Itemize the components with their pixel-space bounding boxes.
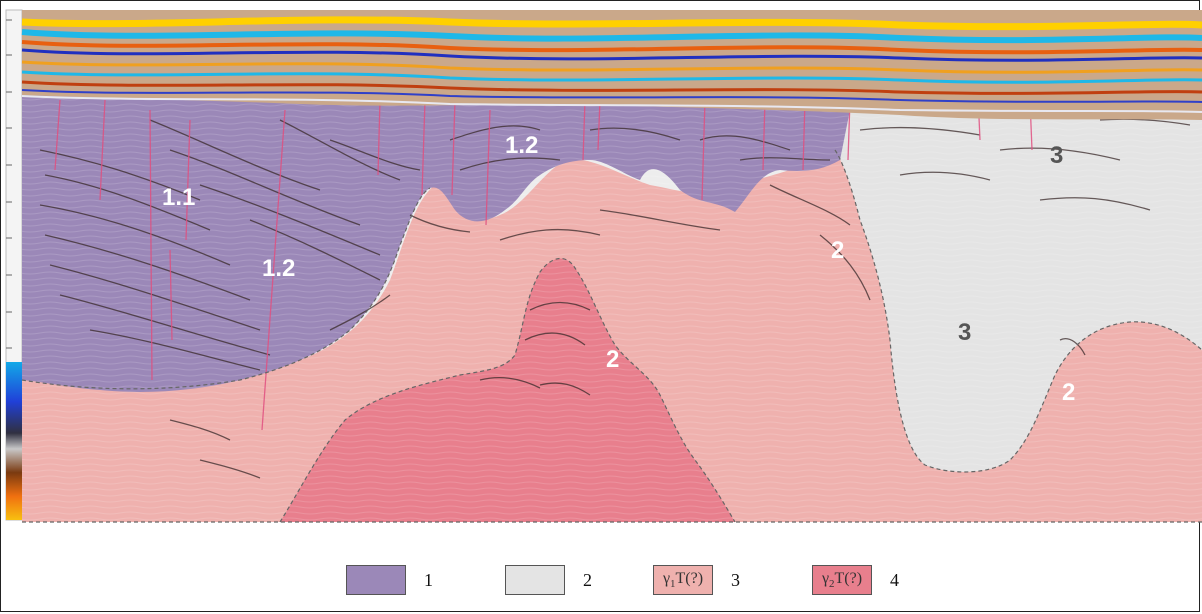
legend-symbol-3: γ1T(?) [662,569,704,591]
zone-label-1-1: 1.1 [162,184,195,211]
legend-swatch-2 [505,565,565,595]
zone-label-3-upper: 3 [1050,142,1063,169]
legend-symbol-4: γ2T(?) [821,569,863,591]
scale-ticks [6,19,12,349]
reflector-lines [39,118,1191,479]
legend-number-3: 3 [731,569,740,590]
legend-item-3: γ1T(?) 3 [653,563,740,597]
legend-number-2: 2 [583,569,592,590]
legend-swatch-4: γ2T(?) [812,565,872,595]
legend-number-4: 4 [890,569,899,590]
zone-label-2-middle: 2 [831,237,844,264]
legend-item-4: γ2T(?) 4 [812,563,899,597]
zone-label-1-2-left: 1.2 [262,255,295,282]
legend-swatch-1 [346,565,406,595]
seismic-section: 1.1 1.2 1.2 2 2 2 3 3 [5,9,1202,523]
contact-boundaries [21,149,1202,523]
zone-label-2-right: 2 [1062,379,1075,406]
zone-label-1-2-center: 1.2 [505,132,538,159]
legend-number-1: 1 [424,569,433,590]
zone-label-3-lower: 3 [958,319,971,346]
legend-swatch-3: γ1T(?) [653,565,713,595]
amplitude-color-scale [6,362,22,520]
zone-label-2-dome: 2 [606,346,619,373]
legend-item-2: 2 [505,563,592,597]
legend-item-1: 1 [346,563,433,597]
upper-reflector-band [21,10,1202,120]
